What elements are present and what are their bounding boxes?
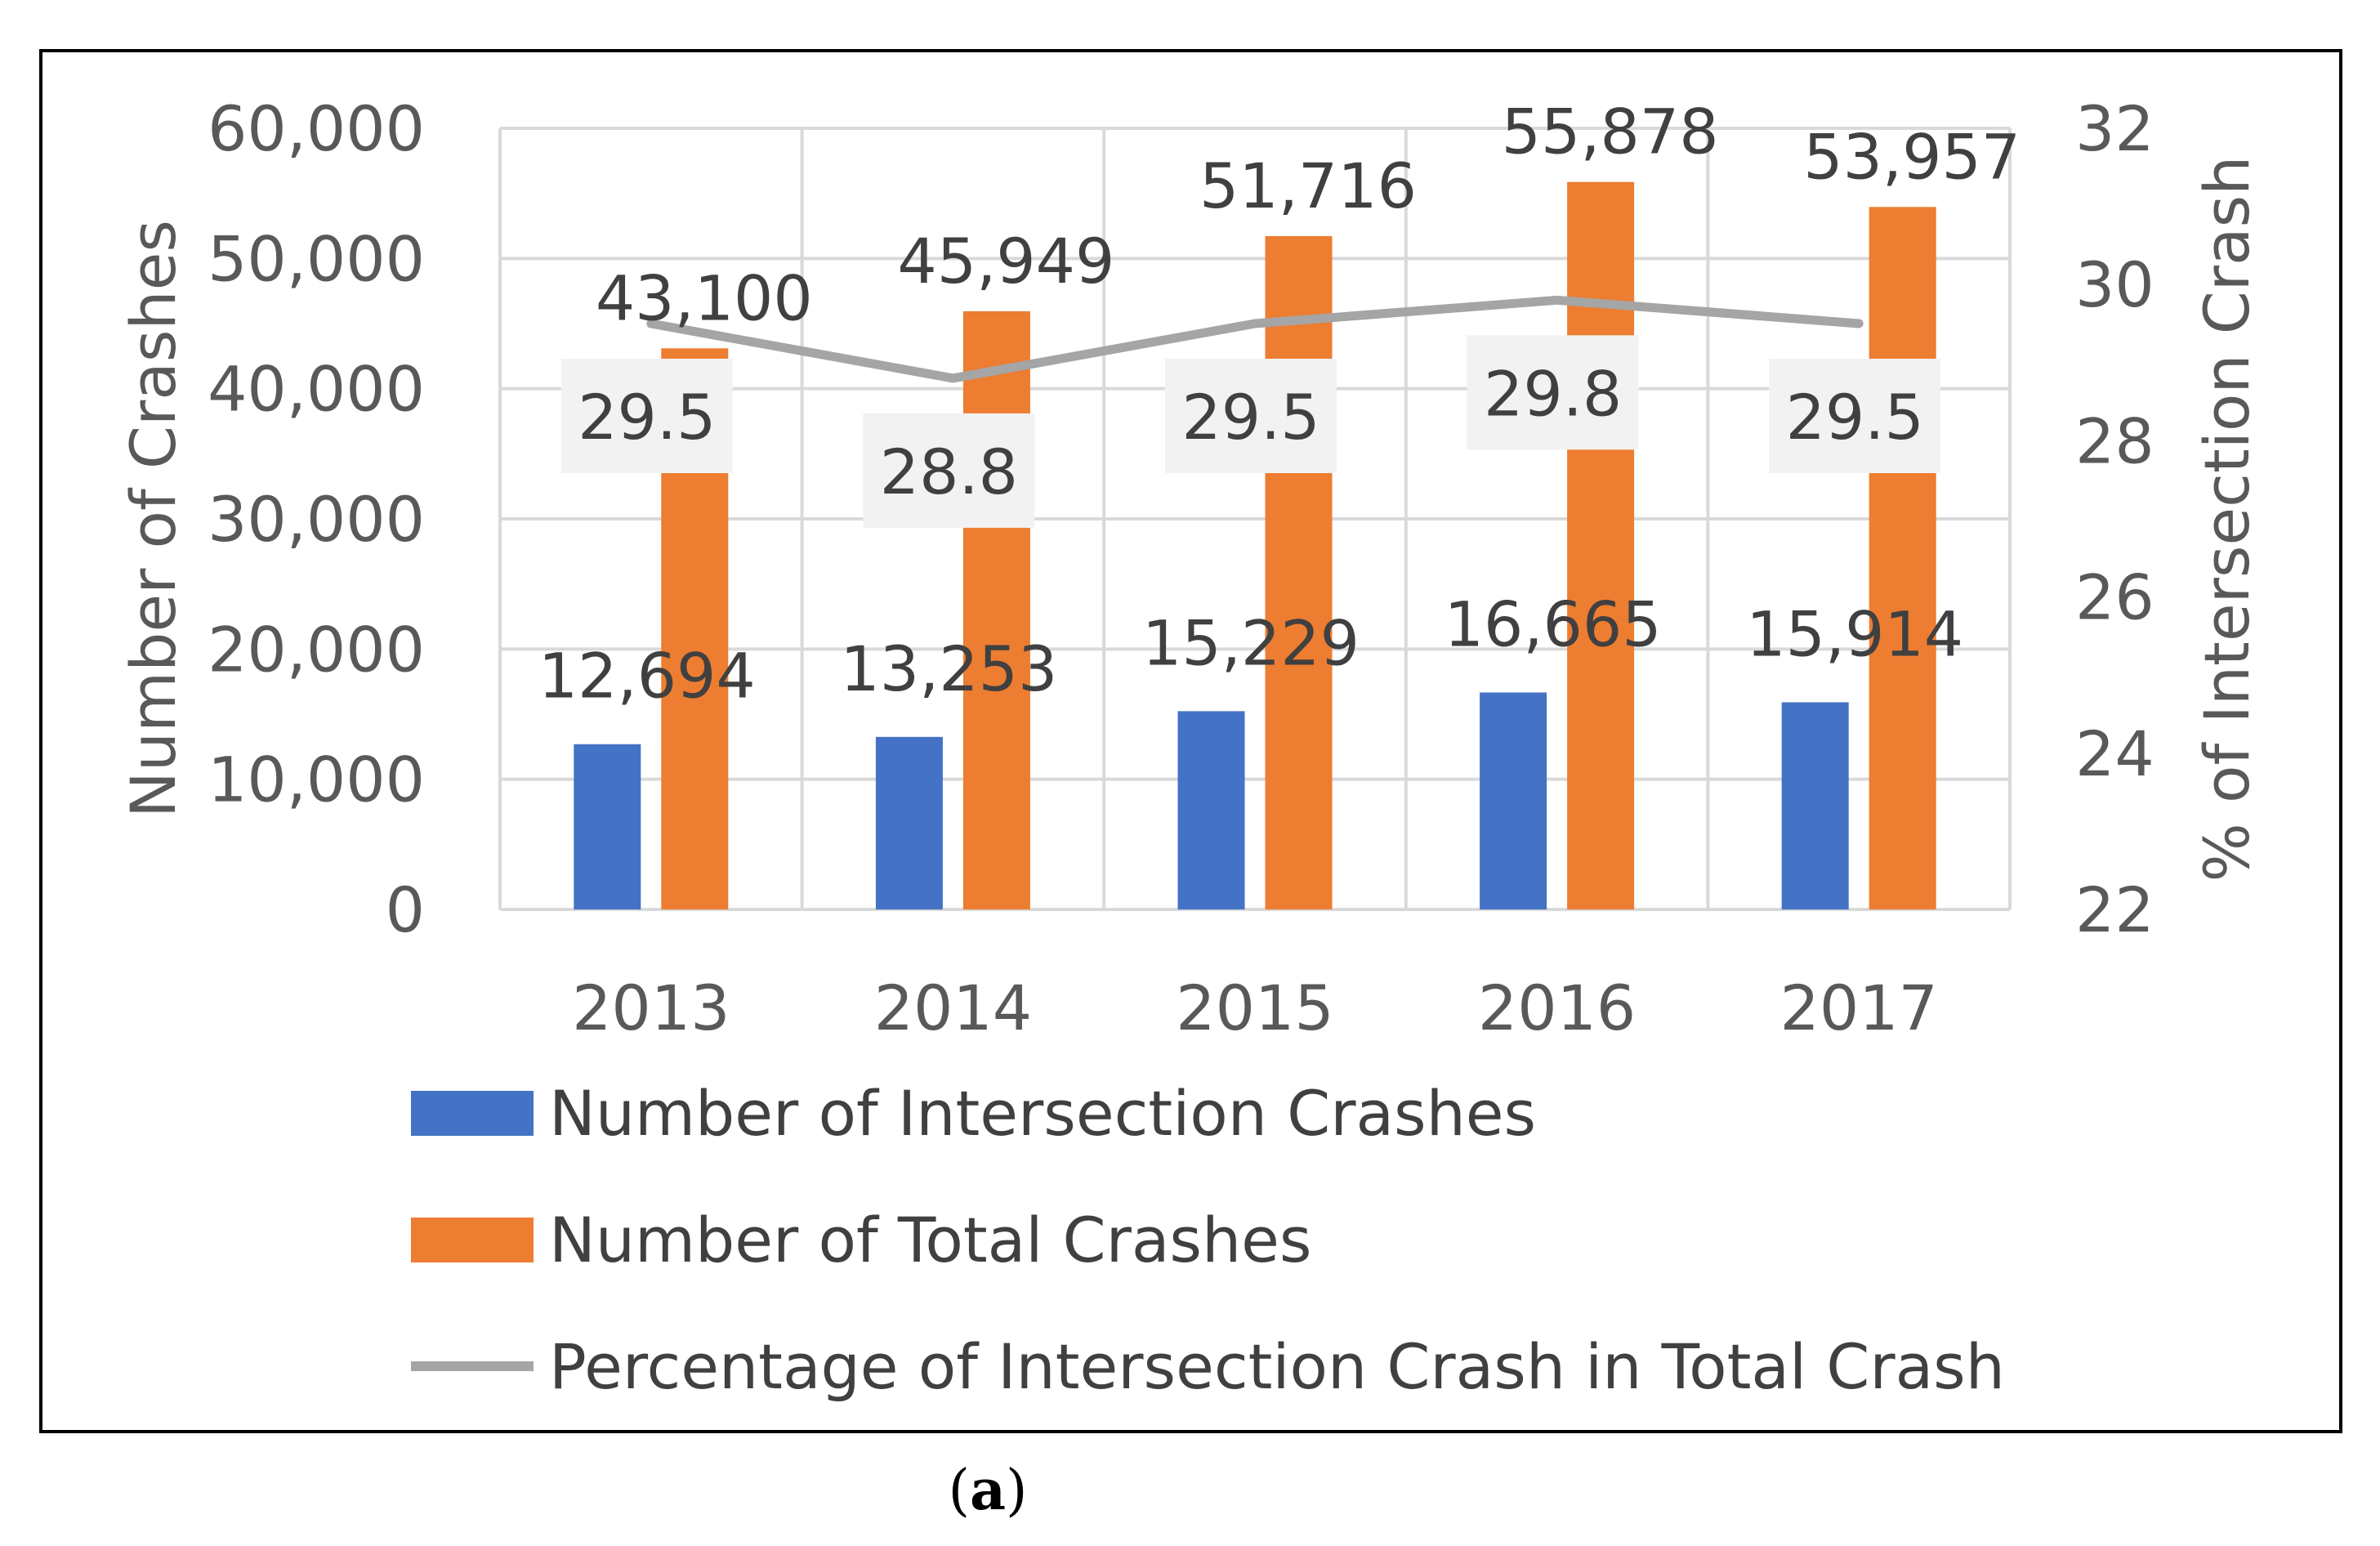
y2-tick-label: 22: [2075, 874, 2155, 946]
data-label-intersection-2014: 13,253: [840, 632, 1057, 705]
y-tick-label: 10,000: [208, 744, 425, 816]
legend-swatch-total: [411, 1218, 534, 1262]
legend-label-intersection: Number of Intersection Crashes: [549, 1077, 1536, 1150]
bar-total-2017: [1869, 207, 1936, 909]
data-label-percentage-2013: 29.5: [578, 381, 716, 454]
bar-intersection-2013: [574, 744, 641, 909]
legend-label-total: Number of Total Crashes: [549, 1204, 1312, 1276]
data-label-intersection-2017: 15,914: [1746, 597, 1963, 670]
data-label-intersection-2015: 15,229: [1142, 606, 1360, 679]
y2-tick-label: 26: [2075, 561, 2155, 634]
left-axis-ticks: 0 10,000 20,000 30,000 40,000 50,000 60,000: [208, 92, 425, 946]
legend: Number of Intersection Crashes Number of…: [411, 1077, 2005, 1403]
bar-intersection-2016: [1480, 692, 1547, 909]
data-label-intersection-2016: 16,665: [1445, 588, 1662, 660]
legend-swatch-intersection: [411, 1091, 534, 1136]
data-label-intersection-2013: 12,694: [538, 640, 756, 713]
y2-tick-label: 24: [2075, 717, 2155, 790]
data-label-percentage-2016: 29.8: [1484, 357, 1622, 430]
percentage-line: [646, 295, 1864, 383]
y2-tick-label: 32: [2075, 92, 2155, 165]
y2-axis-title: % of Intersection Crash: [2190, 156, 2263, 882]
data-labels: 12,694 43,100 29.5 13,253 45,949 28.8 15,229 51…: [538, 96, 2021, 713]
percentage-line-path: [646, 295, 1864, 383]
y-tick-label: 30,000: [208, 483, 425, 556]
caption-open: (: [948, 1459, 970, 1523]
caption-close: ): [1006, 1459, 1028, 1523]
data-label-percentage-2017: 29.5: [1786, 381, 1924, 454]
data-label-total-2013: 43,100: [596, 261, 813, 334]
data-label-total-2017: 53,957: [1803, 120, 2021, 193]
y-tick-label: 0: [386, 874, 425, 946]
y-axis-title: Number of Crashes: [117, 220, 190, 818]
x-tick-label-2014: 2014: [874, 972, 1032, 1044]
figure-caption: (a): [948, 1458, 1027, 1523]
data-label-box-percentage-2015: [1165, 359, 1337, 473]
bar-total-2015: [1265, 235, 1333, 910]
data-label-percentage-2014: 28.8: [880, 436, 1018, 508]
y2-tick-label: 30: [2075, 248, 2155, 321]
x-axis-ticks: 2013 2014 2015 2016 2017: [572, 972, 1938, 1044]
data-label-total-2014: 45,949: [897, 225, 1114, 297]
legend-label-percentage: Percentage of Intersection Crash in Tota…: [549, 1330, 2005, 1403]
data-label-box-percentage-2013: [560, 359, 733, 473]
data-label-box-percentage-2017: [1769, 359, 1941, 473]
x-tick-label-2013: 2013: [572, 972, 730, 1044]
bars: [574, 181, 1936, 910]
gridlines: [498, 127, 2012, 911]
bar-total-2014: [962, 311, 1030, 909]
bar-intersection-2015: [1177, 711, 1245, 909]
x-tick-label-2017: 2017: [1779, 972, 1937, 1044]
x-tick-label-2016: 2016: [1478, 972, 1636, 1044]
bar-intersection-2017: [1781, 702, 1849, 909]
y2-tick-label: 28: [2075, 404, 2155, 477]
y-tick-label: 20,000: [208, 613, 425, 686]
x-tick-label-2015: 2015: [1176, 972, 1333, 1044]
data-label-percentage-2015: 29.5: [1181, 381, 1319, 454]
y-tick-label: 60,000: [208, 92, 425, 165]
data-label-total-2015: 51,716: [1199, 150, 1417, 222]
right-axis-ticks: 22 24 26 28 30 32: [2075, 92, 2155, 946]
y-tick-label: 40,000: [208, 353, 425, 426]
caption-letter: a: [970, 1458, 1006, 1523]
bar-total-2016: [1567, 181, 1635, 910]
bar-intersection-2014: [875, 736, 943, 909]
data-label-box-percentage-2014: [863, 413, 1035, 528]
data-label-total-2016: 55,878: [1502, 96, 1719, 168]
y-tick-label: 50,000: [208, 222, 425, 295]
data-label-box-percentage-2016: [1467, 335, 1639, 450]
